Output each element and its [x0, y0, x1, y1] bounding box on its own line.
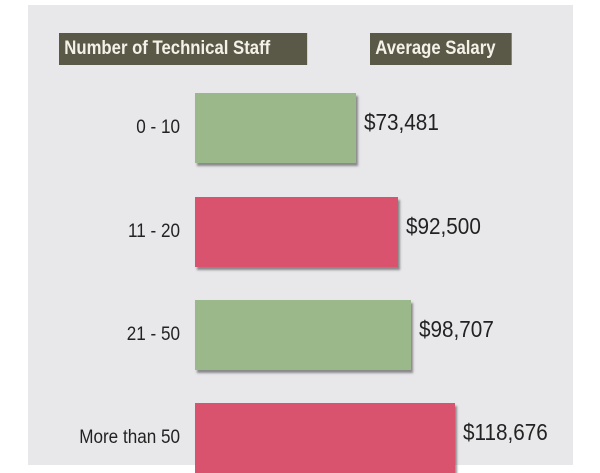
category-header: Number of Technical Staff: [59, 33, 308, 65]
bar: [195, 403, 455, 473]
value-label: $98,707: [419, 316, 494, 342]
category-label: 0 - 10: [136, 117, 180, 138]
value-label: $92,500: [405, 213, 481, 239]
bar: [195, 197, 398, 267]
category-label: 21 - 50: [126, 324, 180, 345]
bar: [195, 300, 412, 370]
bar: [195, 93, 356, 163]
value-label: $118,676: [462, 419, 548, 445]
value-label: $73,481: [363, 109, 439, 135]
category-label: More than 50: [79, 427, 180, 448]
category-label: 11 - 20: [128, 221, 180, 242]
value-header: Average Salary: [370, 33, 512, 65]
